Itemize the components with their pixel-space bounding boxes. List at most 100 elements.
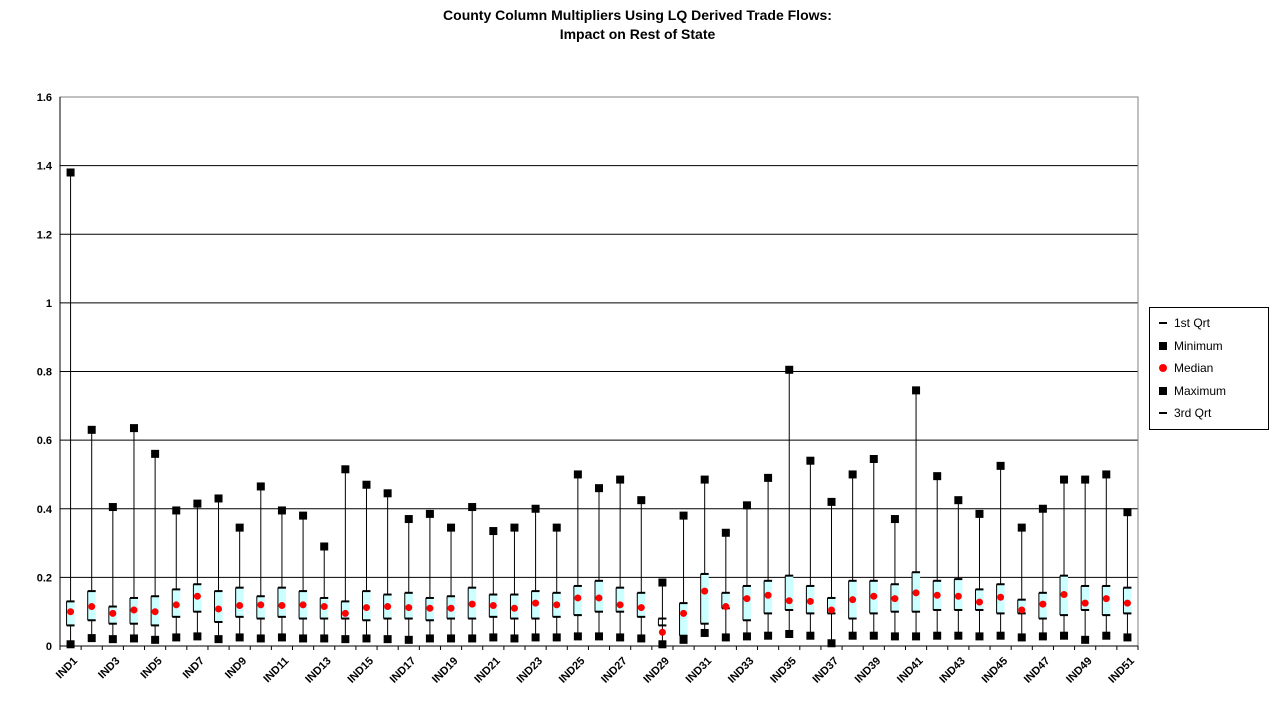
maximum-marker (87, 425, 96, 434)
y-tick-label: 0 (46, 641, 52, 653)
median-marker (320, 603, 328, 611)
median-marker (489, 602, 497, 610)
maximum-marker (299, 511, 308, 520)
median-marker (151, 608, 159, 616)
x-tick-label: IND15 (346, 655, 377, 686)
median-marker (67, 608, 75, 616)
maximum-marker (764, 473, 773, 482)
median-marker (405, 604, 413, 612)
median-marker (447, 604, 455, 612)
median-marker (1102, 595, 1110, 603)
iqr-box (785, 575, 794, 610)
minimum-marker (616, 633, 625, 642)
minimum-marker (933, 631, 942, 640)
median-marker (1018, 606, 1026, 614)
maximum-marker (890, 515, 899, 524)
median-marker (680, 609, 688, 617)
legend-label: Maximum (1174, 383, 1227, 398)
maximum-marker (531, 504, 540, 513)
median-marker (109, 609, 117, 617)
median-marker (426, 604, 434, 612)
median-marker (933, 591, 941, 599)
median-marker (193, 592, 201, 600)
median-marker (553, 601, 561, 609)
maximum-marker (235, 523, 244, 532)
maximum-marker (827, 497, 836, 506)
legend-symbol (1156, 386, 1170, 396)
x-tick-label: IND45 (980, 655, 1011, 686)
median-marker (764, 591, 772, 599)
minimum-marker (1017, 633, 1026, 642)
y-tick-label: 1.6 (37, 92, 52, 104)
minimum-marker (658, 640, 667, 649)
iqr-box (721, 592, 730, 609)
minimum-marker (1102, 631, 1111, 640)
minimum-marker (912, 632, 921, 641)
minimum-marker (764, 631, 773, 640)
legend-item: Minimum (1156, 335, 1268, 358)
minimum-marker (87, 634, 96, 643)
maximum-marker (1060, 475, 1069, 484)
maximum-marker (1102, 470, 1111, 479)
minimum-marker (552, 633, 561, 642)
median-marker (510, 604, 518, 612)
minimum-marker (404, 635, 413, 644)
maximum-marker (658, 578, 667, 587)
maximum-marker (954, 496, 963, 505)
iqr-box (700, 573, 709, 624)
median-marker (849, 596, 857, 604)
minimum-marker (320, 634, 329, 643)
maximum-marker (447, 523, 456, 532)
maximum-marker (404, 515, 413, 524)
chart-title-line2: Impact on Rest of State (559, 26, 716, 42)
maximum-marker (679, 511, 688, 520)
iqr-box (827, 597, 836, 614)
maximum-marker (996, 461, 1005, 470)
y-tick-label: 1.2 (37, 229, 52, 241)
minimum-marker (848, 631, 857, 640)
legend-item: 1st Qrt (1156, 312, 1268, 335)
x-tick-label: IND39 (853, 655, 884, 686)
median-marker (701, 587, 709, 595)
x-tick-label: IND29 (641, 655, 672, 686)
maximum-marker (108, 503, 117, 512)
iqr-box (616, 587, 625, 612)
median-marker (362, 604, 370, 612)
maximum-marker (468, 503, 477, 512)
minimum-marker (129, 634, 138, 643)
median-marker (997, 593, 1005, 601)
median-marker (1123, 599, 1131, 607)
minimum-marker (700, 628, 709, 637)
legend-symbol (1156, 318, 1170, 328)
minimum-marker (1123, 633, 1132, 642)
x-tick-label: IND43 (937, 655, 968, 686)
minimum-marker (1038, 632, 1047, 641)
minimum-marker (996, 631, 1005, 640)
x-tick-label: IND25 (557, 655, 588, 686)
maximum-marker (1123, 508, 1132, 517)
minimum-marker (975, 632, 984, 641)
maximum-marker (489, 527, 498, 536)
maximum-marker (383, 489, 392, 498)
minimum-marker (447, 634, 456, 643)
median-marker (278, 602, 286, 610)
x-tick-label: IND21 (472, 655, 503, 686)
chart-title: County Column Multipliers Using LQ Deriv… (0, 6, 1275, 44)
minimum-marker (172, 633, 181, 642)
median-marker (616, 601, 624, 609)
median-marker (637, 604, 645, 612)
maximum-marker (595, 484, 603, 493)
median-marker (236, 602, 244, 610)
median-marker (1039, 600, 1047, 608)
y-tick-label: 1.4 (37, 161, 53, 173)
median-marker (299, 601, 307, 609)
iqr-box (679, 603, 688, 636)
minimum-marker (890, 632, 899, 641)
legend-item: 3rd Qrt (1156, 402, 1268, 425)
median-marker (130, 606, 138, 614)
maximum-marker (320, 542, 329, 551)
x-tick-label: IND27 (599, 655, 630, 686)
maximum-marker (425, 509, 434, 518)
median-marker (1060, 591, 1068, 599)
median-marker (384, 603, 392, 611)
